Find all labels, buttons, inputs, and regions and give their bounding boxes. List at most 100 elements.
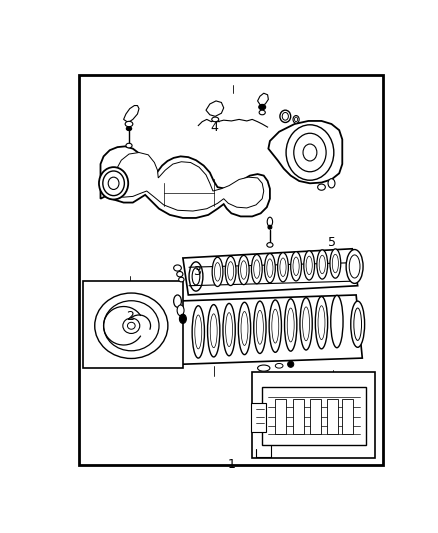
- Polygon shape: [206, 101, 224, 116]
- Ellipse shape: [318, 306, 325, 340]
- Bar: [262, 387, 366, 445]
- Ellipse shape: [173, 295, 181, 308]
- Bar: [293, 399, 304, 433]
- Ellipse shape: [192, 306, 205, 358]
- Ellipse shape: [303, 307, 310, 341]
- Ellipse shape: [125, 122, 133, 127]
- Ellipse shape: [269, 300, 282, 352]
- Ellipse shape: [127, 322, 135, 329]
- Ellipse shape: [280, 110, 291, 123]
- Ellipse shape: [226, 313, 233, 346]
- Ellipse shape: [294, 117, 298, 122]
- Ellipse shape: [272, 309, 279, 343]
- Ellipse shape: [303, 144, 317, 161]
- Polygon shape: [258, 93, 268, 106]
- Ellipse shape: [225, 256, 236, 286]
- Ellipse shape: [293, 116, 299, 123]
- Ellipse shape: [195, 315, 202, 349]
- Text: 4: 4: [210, 121, 218, 134]
- Ellipse shape: [265, 254, 276, 283]
- Text: 2: 2: [126, 310, 134, 323]
- Ellipse shape: [346, 249, 363, 284]
- Ellipse shape: [293, 257, 299, 276]
- Ellipse shape: [123, 318, 140, 334]
- Ellipse shape: [240, 261, 247, 279]
- Ellipse shape: [212, 117, 219, 122]
- Ellipse shape: [330, 249, 341, 278]
- Polygon shape: [183, 249, 358, 295]
- Ellipse shape: [285, 299, 297, 351]
- Ellipse shape: [317, 250, 328, 279]
- Ellipse shape: [258, 365, 270, 371]
- Ellipse shape: [351, 301, 364, 348]
- Ellipse shape: [103, 301, 159, 351]
- Ellipse shape: [267, 243, 273, 247]
- Ellipse shape: [315, 296, 328, 349]
- Ellipse shape: [173, 265, 181, 271]
- Polygon shape: [175, 295, 362, 364]
- Ellipse shape: [254, 260, 260, 278]
- Ellipse shape: [291, 252, 301, 281]
- Ellipse shape: [212, 257, 223, 287]
- Ellipse shape: [103, 171, 124, 196]
- Ellipse shape: [268, 225, 272, 229]
- Ellipse shape: [180, 314, 186, 324]
- Ellipse shape: [254, 301, 266, 353]
- Polygon shape: [83, 281, 183, 368]
- Ellipse shape: [267, 259, 273, 277]
- Bar: [310, 399, 321, 433]
- Ellipse shape: [304, 251, 314, 280]
- Ellipse shape: [287, 308, 294, 342]
- Ellipse shape: [126, 143, 132, 148]
- Text: 3: 3: [194, 265, 201, 278]
- Ellipse shape: [286, 125, 334, 180]
- Ellipse shape: [294, 133, 326, 172]
- Ellipse shape: [328, 179, 335, 188]
- Polygon shape: [124, 106, 139, 123]
- Ellipse shape: [238, 302, 251, 354]
- Ellipse shape: [192, 268, 200, 285]
- Ellipse shape: [331, 295, 343, 348]
- Ellipse shape: [332, 254, 339, 273]
- Ellipse shape: [108, 177, 119, 189]
- Ellipse shape: [282, 112, 288, 120]
- Text: 5: 5: [328, 236, 336, 249]
- Ellipse shape: [349, 255, 360, 278]
- Ellipse shape: [278, 253, 288, 282]
- Ellipse shape: [179, 277, 184, 282]
- Ellipse shape: [267, 217, 272, 227]
- Ellipse shape: [223, 303, 235, 356]
- Ellipse shape: [276, 364, 283, 368]
- Ellipse shape: [189, 262, 203, 291]
- Ellipse shape: [306, 256, 312, 274]
- Ellipse shape: [280, 258, 286, 277]
- Ellipse shape: [241, 311, 248, 345]
- Polygon shape: [268, 121, 342, 183]
- Bar: [327, 399, 338, 433]
- Ellipse shape: [210, 314, 217, 348]
- Ellipse shape: [177, 271, 183, 277]
- Ellipse shape: [251, 254, 262, 284]
- Polygon shape: [100, 147, 270, 218]
- Ellipse shape: [238, 255, 249, 285]
- Ellipse shape: [259, 110, 265, 115]
- Ellipse shape: [177, 305, 184, 316]
- Ellipse shape: [319, 255, 325, 274]
- Polygon shape: [116, 152, 264, 211]
- Ellipse shape: [208, 304, 220, 357]
- Ellipse shape: [259, 104, 266, 110]
- Ellipse shape: [288, 361, 294, 367]
- Ellipse shape: [99, 167, 128, 199]
- Ellipse shape: [354, 308, 361, 341]
- Bar: [342, 399, 353, 433]
- Bar: [276, 399, 286, 433]
- Polygon shape: [252, 372, 375, 458]
- Ellipse shape: [95, 293, 168, 359]
- Ellipse shape: [215, 263, 221, 281]
- Ellipse shape: [256, 310, 263, 344]
- Ellipse shape: [300, 297, 312, 350]
- Ellipse shape: [228, 262, 234, 280]
- Ellipse shape: [318, 184, 325, 190]
- Text: 1: 1: [227, 458, 235, 471]
- Bar: [251, 403, 266, 432]
